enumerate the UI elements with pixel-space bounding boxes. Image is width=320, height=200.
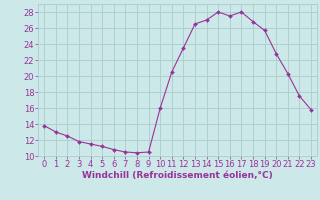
X-axis label: Windchill (Refroidissement éolien,°C): Windchill (Refroidissement éolien,°C)	[82, 171, 273, 180]
